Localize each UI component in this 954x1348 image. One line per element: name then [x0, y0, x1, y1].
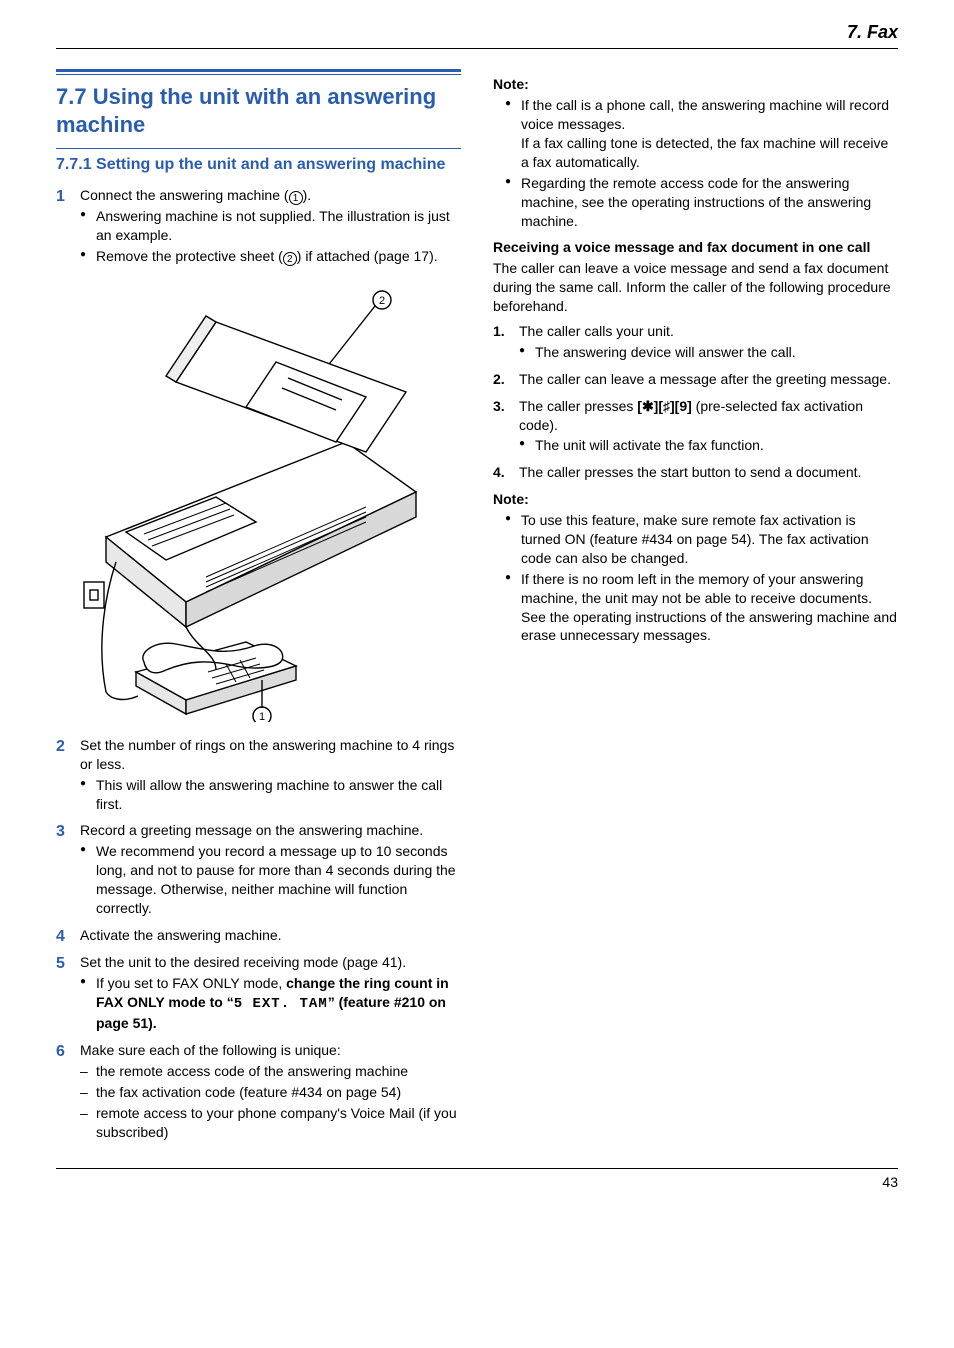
bullet-item: Answering machine is not supplied. The i… — [80, 207, 461, 245]
note-heading: Note: — [493, 490, 898, 509]
bullet-list: Answering machine is not supplied. The i… — [80, 207, 461, 266]
bullet-list: If the call is a phone call, the answeri… — [505, 96, 898, 230]
bullet-list: This will allow the answering machine to… — [80, 776, 461, 814]
bullet-list: We recommend you record a message up to … — [80, 842, 461, 918]
numbered-item: The caller presses the start button to s… — [493, 463, 898, 482]
left-column: 7.7 Using the unit with an answering mac… — [56, 69, 461, 1149]
note-block: Note: To use this feature, make sure rem… — [493, 490, 898, 645]
step-item: 3 Record a greeting message on the answe… — [56, 821, 461, 919]
note-block: Note: If the call is a phone call, the a… — [493, 75, 898, 230]
paragraph-body: The caller can leave a voice message and… — [493, 259, 898, 316]
dash-item: the fax activation code (feature #434 on… — [80, 1083, 461, 1102]
step-item: 6 Make sure each of the following is uni… — [56, 1041, 461, 1143]
step-item: 5 Set the unit to the desired receiving … — [56, 953, 461, 1035]
right-column: Note: If the call is a phone call, the a… — [493, 69, 898, 1149]
two-column-layout: 7.7 Using the unit with an answering mac… — [56, 69, 898, 1149]
step-body: Record a greeting message on the answeri… — [80, 821, 461, 919]
illu-marker-1: 1 — [259, 711, 265, 722]
bullet-item: The answering device will answer the cal… — [519, 343, 898, 362]
bullet-item: If you set to FAX ONLY mode, change the … — [80, 974, 461, 1033]
numbered-item: The caller calls your unit. The answerin… — [493, 322, 898, 362]
step-number: 1 — [56, 186, 80, 268]
rule-thin — [56, 74, 461, 75]
bullet-list: The unit will activate the fax function. — [519, 436, 898, 455]
dash-item: the remote access code of the answering … — [80, 1062, 461, 1081]
step-text: Activate the answering machine. — [80, 927, 282, 943]
dash-item: remote access to your phone company's Vo… — [80, 1104, 461, 1142]
page-number: 43 — [56, 1173, 898, 1192]
bullet-list: If you set to FAX ONLY mode, change the … — [80, 974, 461, 1033]
step-item: 1 Connect the answering machine (1). Ans… — [56, 186, 461, 268]
illustration-svg: 2 — [66, 282, 436, 722]
bullet-item: Remove the protective sheet (2) if attac… — [80, 247, 461, 266]
paragraph-heading: Receiving a voice message and fax docume… — [493, 238, 898, 257]
rule-thin — [56, 148, 461, 149]
bullet-list: To use this feature, make sure remote fa… — [505, 511, 898, 645]
step-item: 4 Activate the answering machine. — [56, 926, 461, 948]
rule-heavy — [56, 69, 461, 72]
section-title: 7.7 Using the unit with an answering mac… — [56, 83, 461, 138]
bullet-item: To use this feature, make sure remote fa… — [505, 511, 898, 568]
step-number: 3 — [56, 821, 80, 919]
footer-rule — [56, 1168, 898, 1169]
numbered-item: The caller presses [✱][♯][9] (pre-select… — [493, 397, 898, 456]
step-body: Make sure each of the following is uniqu… — [80, 1041, 461, 1143]
bullet-item: If there is no room left in the memory o… — [505, 570, 898, 646]
step-item: 2 Set the number of rings on the answeri… — [56, 736, 461, 816]
step-body: Set the number of rings on the answering… — [80, 736, 461, 816]
illu-marker-2: 2 — [379, 295, 385, 307]
step-text: Make sure each of the following is uniqu… — [80, 1042, 341, 1058]
numbered-item: The caller can leave a message after the… — [493, 370, 898, 389]
fax-answering-machine-illustration: 2 — [66, 282, 461, 722]
keypad-keys: [✱][♯][9] — [637, 398, 692, 414]
bullet-list: The answering device will answer the cal… — [519, 343, 898, 362]
step-number: 5 — [56, 953, 80, 1035]
step-body: Connect the answering machine (1). Answe… — [80, 186, 461, 268]
note-heading: Note: — [493, 75, 898, 94]
bullet-item: The unit will activate the fax function. — [519, 436, 898, 455]
bullet-item: Regarding the remote access code for the… — [505, 174, 898, 231]
circled-number-icon: 2 — [283, 252, 297, 266]
step-number: 6 — [56, 1041, 80, 1143]
bullet-item: We recommend you record a message up to … — [80, 842, 461, 918]
step-body: Set the unit to the desired receiving mo… — [80, 953, 461, 1035]
step-text: Set the unit to the desired receiving mo… — [80, 954, 406, 970]
circled-number-icon: 1 — [289, 191, 303, 205]
dash-list: the remote access code of the answering … — [80, 1062, 461, 1142]
step-body: Activate the answering machine. — [80, 926, 461, 948]
step-text: Set the number of rings on the answering… — [80, 737, 454, 772]
numbered-list: The caller calls your unit. The answerin… — [493, 322, 898, 482]
step-number: 4 — [56, 926, 80, 948]
bullet-item: This will allow the answering machine to… — [80, 776, 461, 814]
chapter-header: 7. Fax — [56, 20, 898, 49]
step-text: Record a greeting message on the answeri… — [80, 822, 423, 838]
subsection-title: 7.7.1 Setting up the unit and an answeri… — [56, 155, 461, 176]
step-text: Connect the answering machine (1). — [80, 187, 311, 203]
bullet-item: If the call is a phone call, the answeri… — [505, 96, 898, 172]
step-number: 2 — [56, 736, 80, 816]
